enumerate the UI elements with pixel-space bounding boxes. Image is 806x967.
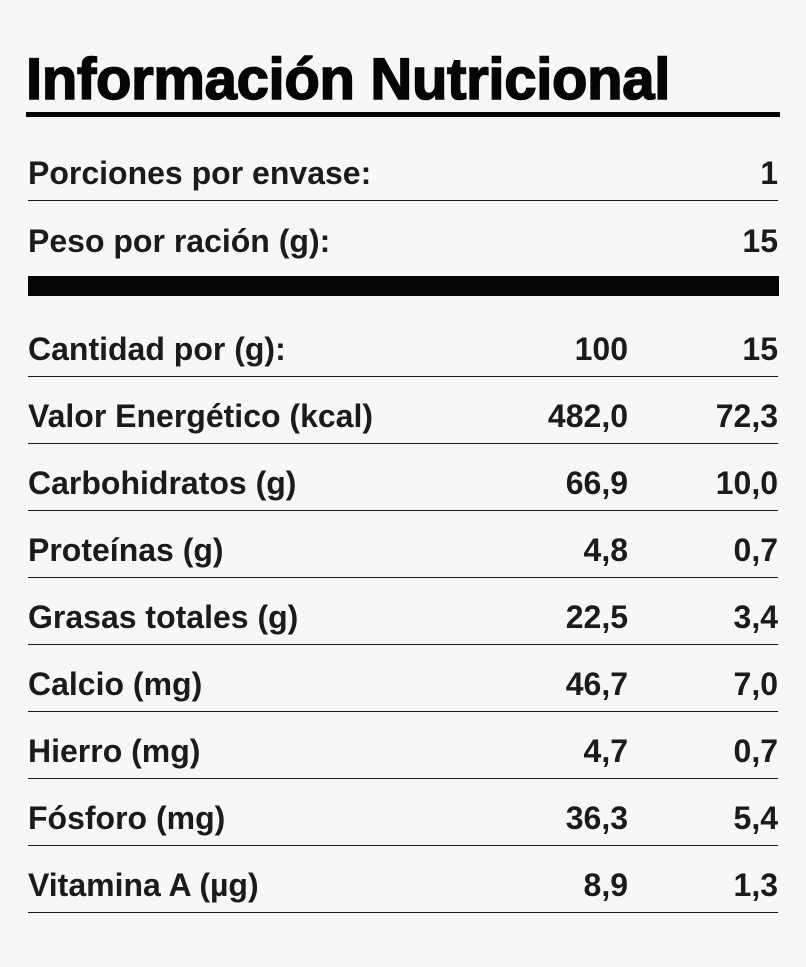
nutrient-value-per-serving: 0,7 xyxy=(733,733,778,769)
nutrient-value-per-serving: 5,4 xyxy=(733,800,778,836)
servings-row: Porciones por envase: 1 xyxy=(28,134,778,201)
servings-value: 1 xyxy=(760,155,778,191)
nutrient-label: Hierro (mg) xyxy=(28,733,201,769)
nutrient-value-per-serving: 3,4 xyxy=(733,599,778,635)
nutrient-label: Grasas totales (g) xyxy=(28,599,299,635)
nutrient-label: Calcio (mg) xyxy=(28,666,203,702)
nutrient-row: Vitamina A (µg) 8,9 1,3 xyxy=(28,846,778,913)
nutrient-value-per-100: 22,5 xyxy=(565,599,628,635)
nutrient-value-per-serving: 7,0 xyxy=(733,666,778,702)
title-underline xyxy=(26,112,780,117)
nutrient-value-per-serving: 10,0 xyxy=(715,465,778,501)
nutrient-value-per-100: 8,9 xyxy=(583,867,628,903)
nutrient-value-per-100: 46,7 xyxy=(565,666,628,702)
nutrient-value-per-serving: 1,3 xyxy=(733,867,778,903)
servings-label: Porciones por envase: xyxy=(28,155,372,191)
nutrient-label: Valor Energético (kcal) xyxy=(28,398,374,434)
nutrient-row: Carbohidratos (g) 66,9 10,0 xyxy=(28,444,778,511)
column-header-per-serving: 15 xyxy=(742,331,778,367)
section-divider-bar xyxy=(28,276,779,296)
nutrient-row: Calcio (mg) 46,7 7,0 xyxy=(28,645,778,712)
nutrient-value-per-100: 36,3 xyxy=(565,800,628,836)
nutrient-row: Valor Energético (kcal) 482,0 72,3 xyxy=(28,377,778,444)
amount-header-label: Cantidad por (g): xyxy=(28,331,286,367)
nutrient-row: Proteínas (g) 4,8 0,7 xyxy=(28,511,778,578)
nutrient-value-per-100: 66,9 xyxy=(565,465,628,501)
amount-header-row: Cantidad por (g): 100 15 xyxy=(28,310,778,377)
nutrient-value-per-100: 4,7 xyxy=(583,733,628,769)
panel-title: Información Nutricional xyxy=(25,47,671,113)
nutrient-value-per-serving: 72,3 xyxy=(715,398,778,434)
nutrient-row: Grasas totales (g) 22,5 3,4 xyxy=(28,578,778,645)
nutrient-value-per-100: 482,0 xyxy=(547,398,628,434)
nutrient-label: Vitamina A (µg) xyxy=(28,867,259,903)
nutrient-row: Hierro (mg) 4,7 0,7 xyxy=(28,712,778,779)
serving-weight-value: 15 xyxy=(742,223,778,259)
nutrient-value-per-serving: 0,7 xyxy=(733,532,778,568)
column-header-per-100: 100 xyxy=(574,331,628,367)
nutrient-row: Fósforo (mg) 36,3 5,4 xyxy=(28,779,778,846)
nutrient-label: Proteínas (g) xyxy=(28,532,224,568)
nutrient-value-per-100: 4,8 xyxy=(583,532,628,568)
nutrient-label: Fósforo (mg) xyxy=(28,800,226,836)
serving-weight-label: Peso por ración (g): xyxy=(28,223,331,259)
serving-weight-row: Peso por ración (g): 15 xyxy=(28,201,778,268)
nutrient-label: Carbohidratos (g) xyxy=(28,465,297,501)
